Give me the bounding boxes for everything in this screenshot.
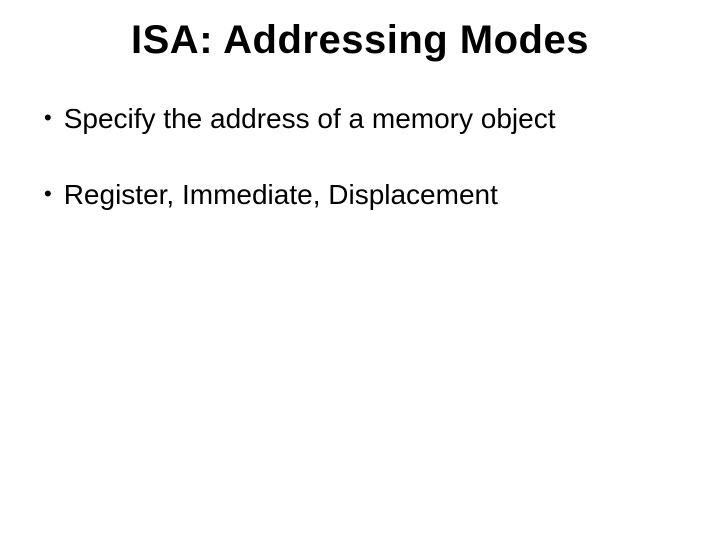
bullet-text: Specify the address of a memory object: [64, 101, 680, 137]
slide-container: ISA: Addressing Modes • Specify the addr…: [0, 0, 720, 540]
bullet-text: Register, Immediate, Displacement: [64, 177, 680, 213]
bullet-marker-icon: •: [44, 177, 52, 210]
bullet-item: • Specify the address of a memory object: [40, 101, 680, 137]
bullet-item: • Register, Immediate, Displacement: [40, 177, 680, 213]
bullet-marker-icon: •: [44, 101, 52, 134]
bullet-list: • Specify the address of a memory object…: [40, 101, 680, 214]
slide-title: ISA: Addressing Modes: [40, 18, 680, 63]
